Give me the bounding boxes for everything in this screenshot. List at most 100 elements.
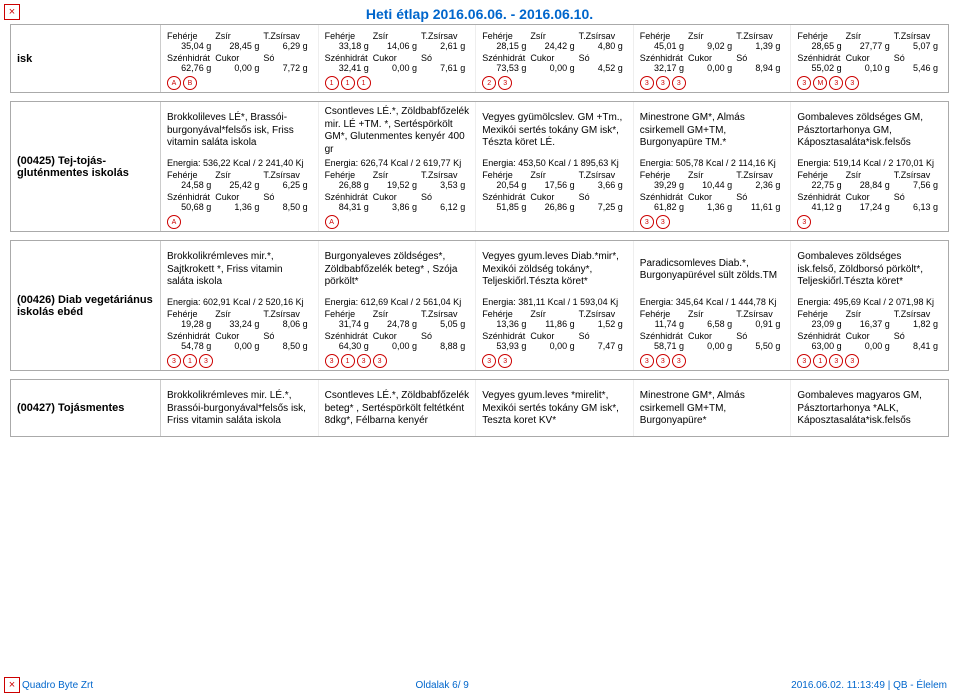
day-cell: Gombaleves zöldséges isk.felső, Zöldbors… <box>791 241 948 370</box>
nutrient-cell: Fehérje <box>640 170 688 180</box>
day-cell: Minestrone GM*, Almás csirkemell GM+TM, … <box>634 102 792 231</box>
allergen-icon: 3 <box>797 354 811 368</box>
allergen-icon: 3 <box>199 354 213 368</box>
page-title: Heti étlap 2016.06.06. - 2016.06.10. <box>0 0 959 24</box>
allergen-icons: 3M33 <box>797 76 942 90</box>
nutrient-cell: 58,71 g <box>640 341 688 351</box>
allergen-icon: 3 <box>325 354 339 368</box>
footer-center: Oldalak 6/ 9 <box>415 680 468 691</box>
nutrient-values: 64,30 g0,00 g8,88 g <box>325 341 470 351</box>
menu-description: Gombaleves magyaros GM, Pásztortarhonya … <box>797 384 942 434</box>
nutrient-cell: Zsír <box>688 31 736 41</box>
nutrient-values: 13,36 g11,86 g1,52 g <box>482 319 627 329</box>
nutrient-header: SzénhidrátCukorSó <box>797 53 942 63</box>
nutrient-values: 32,17 g0,00 g8,94 g <box>640 63 785 73</box>
nutrient-header: SzénhidrátCukorSó <box>325 331 470 341</box>
menu-section: (00427) TojásmentesBrokkolikrémleves mir… <box>10 379 949 437</box>
allergen-icon: 3 <box>498 354 512 368</box>
nutrient-cell: 1,36 g <box>215 202 263 212</box>
nutrient-cell: Szénhidrát <box>640 192 688 202</box>
nutrient-header: SzénhidrátCukorSó <box>482 53 627 63</box>
nutrient-cell: 0,00 g <box>530 63 578 73</box>
nutrient-cell: Só <box>736 192 784 202</box>
nutrient-header: SzénhidrátCukorSó <box>797 192 942 202</box>
allergen-icon: 3 <box>845 354 859 368</box>
allergen-icon: 1 <box>341 76 355 90</box>
nutrient-cell: 0,91 g <box>736 319 784 329</box>
allergen-icons: 23 <box>482 76 627 90</box>
close-icon-bottom[interactable]: × <box>4 677 20 693</box>
nutrient-cell: Só <box>894 192 942 202</box>
nutrient-header: FehérjeZsírT.Zsírsav <box>482 170 627 180</box>
nutrient-cell: Zsír <box>373 309 421 319</box>
nutrient-cell: 61,82 g <box>640 202 688 212</box>
nutrient-values: 35,04 g28,45 g6,29 g <box>167 41 312 51</box>
nutrient-cell: Cukor <box>688 53 736 63</box>
day-cell: Csontleves LÉ.*, Zöldbabfőzelék beteg* ,… <box>319 380 477 436</box>
menu-section: (00425) Tej-tojás-gluténmentes iskolásBr… <box>10 101 949 232</box>
nutrient-cell: Zsír <box>530 31 578 41</box>
nutrient-cell: 7,47 g <box>579 341 627 351</box>
nutrient-header: SzénhidrátCukorSó <box>640 331 785 341</box>
day-cell: FehérjeZsírT.Zsírsav35,04 g28,45 g6,29 g… <box>161 25 319 92</box>
nutrient-cell: 7,61 g <box>421 63 469 73</box>
allergen-icons: 3 <box>797 215 942 229</box>
nutrient-cell: 28,15 g <box>482 41 530 51</box>
nutrient-header: FehérjeZsírT.Zsírsav <box>167 31 312 41</box>
nutrient-cell: 16,37 g <box>846 319 894 329</box>
nutrient-cell: 6,13 g <box>894 202 942 212</box>
allergen-icon: 1 <box>183 354 197 368</box>
nutrient-cell: Zsír <box>530 170 578 180</box>
nutrient-cell: 0,00 g <box>373 63 421 73</box>
nutrient-cell: 4,80 g <box>579 41 627 51</box>
nutrient-values: 84,31 g3,86 g6,12 g <box>325 202 470 212</box>
nutrient-header: FehérjeZsírT.Zsírsav <box>797 31 942 41</box>
content-container: iskFehérjeZsírT.Zsírsav35,04 g28,45 g6,2… <box>0 24 959 475</box>
nutrient-cell: 5,07 g <box>894 41 942 51</box>
nutrient-header: FehérjeZsírT.Zsírsav <box>797 170 942 180</box>
nutrient-cell: Szénhidrát <box>482 331 530 341</box>
close-icon[interactable]: × <box>4 4 20 20</box>
allergen-icons: A <box>325 215 470 229</box>
footer-left: Quadro Byte Zrt <box>22 680 93 691</box>
menu-description: Burgonyaleves zöldséges*, Zöldbabfőzelék… <box>325 245 470 295</box>
nutrient-cell: 0,00 g <box>215 63 263 73</box>
nutrient-values: 11,74 g6,58 g0,91 g <box>640 319 785 329</box>
energy-value: Energia: 626,74 Kcal / 2 619,77 Kj <box>325 158 470 168</box>
nutrient-cell: 8,50 g <box>263 202 311 212</box>
nutrient-header: FehérjeZsírT.Zsírsav <box>167 170 312 180</box>
nutrient-cell: Só <box>579 331 627 341</box>
nutrient-header: SzénhidrátCukorSó <box>482 192 627 202</box>
allergen-icon: 1 <box>341 354 355 368</box>
nutrient-cell: Szénhidrát <box>167 331 215 341</box>
nutrient-cell: T.Zsírsav <box>894 170 942 180</box>
nutrient-cell: Cukor <box>846 331 894 341</box>
nutrient-cell: 8,06 g <box>263 319 311 329</box>
nutrient-cell: Só <box>421 331 469 341</box>
nutrient-cell: 0,00 g <box>373 341 421 351</box>
nutrient-cell: 33,18 g <box>325 41 373 51</box>
nutrient-cell: Só <box>894 53 942 63</box>
nutrient-cell: 10,44 g <box>688 180 736 190</box>
nutrient-cell: 64,30 g <box>325 341 373 351</box>
nutrient-cell: Fehérje <box>325 31 373 41</box>
nutrient-values: 28,15 g24,42 g4,80 g <box>482 41 627 51</box>
nutrient-cell: 9,02 g <box>688 41 736 51</box>
nutrient-cell: 6,25 g <box>263 180 311 190</box>
allergen-icon: 2 <box>482 76 496 90</box>
allergen-icon: 3 <box>656 354 670 368</box>
nutrient-header: SzénhidrátCukorSó <box>325 192 470 202</box>
nutrient-cell: 5,46 g <box>894 63 942 73</box>
nutrient-header: FehérjeZsírT.Zsírsav <box>325 31 470 41</box>
nutrient-cell: 51,85 g <box>482 202 530 212</box>
nutrient-cell: 26,86 g <box>530 202 578 212</box>
day-cell: FehérjeZsírT.Zsírsav28,15 g24,42 g4,80 g… <box>476 25 634 92</box>
nutrient-cell: Fehérje <box>167 31 215 41</box>
allergen-icon: 3 <box>797 215 811 229</box>
nutrient-cell: 20,54 g <box>482 180 530 190</box>
day-cell: Brokkolikrémleves mir. LÉ.*, Brassói-bur… <box>161 380 319 436</box>
menu-description: Vegyes gyum.leves *mirelit*, Mexikói ser… <box>482 384 627 434</box>
nutrient-values: 24,58 g25,42 g6,25 g <box>167 180 312 190</box>
menu-description: Vegyes gyümölcslev. GM +Tm., Mexikói ser… <box>482 106 627 156</box>
energy-value: Energia: 381,11 Kcal / 1 593,04 Kj <box>482 297 627 307</box>
